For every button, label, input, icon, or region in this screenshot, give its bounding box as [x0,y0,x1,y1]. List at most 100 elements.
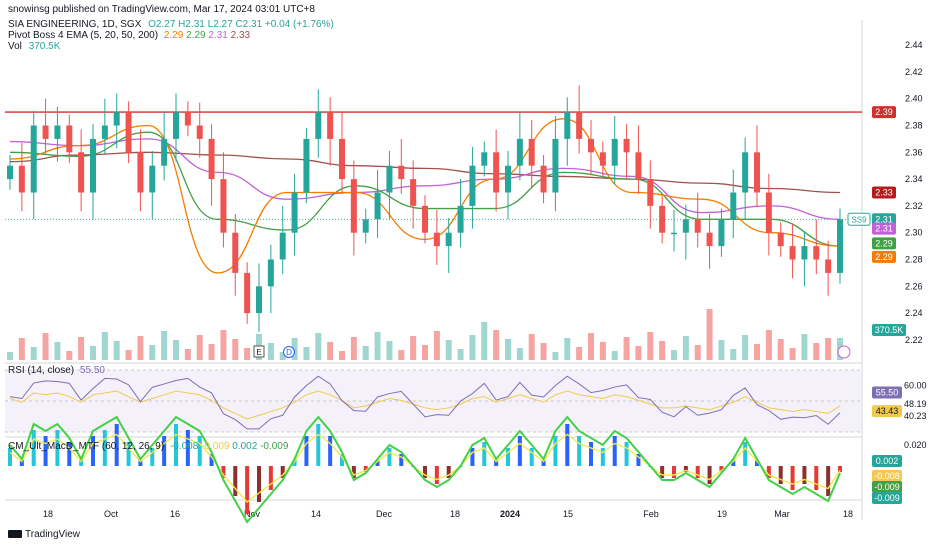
macd-histogram-bar [43,436,48,466]
volume-bar [765,330,772,360]
candle [659,195,666,244]
macd-histogram-bar [387,448,392,466]
macd-histogram-bar [304,436,309,466]
candle-body [362,219,369,233]
price-tick: 2.42 [905,67,923,77]
candle [66,114,73,164]
candle [362,208,369,244]
candle-body [611,138,618,166]
candle [730,169,737,239]
ema200-value: 2.33 [230,30,251,41]
macd-histogram-bar [375,460,380,466]
macd-histogram-bar [102,430,107,466]
candle-body [813,246,820,260]
candle [422,195,428,244]
candle [303,128,310,204]
vol-legend: Vol 370.5K [8,41,61,52]
candle-body [469,165,476,206]
volume-bar [445,340,452,360]
candle-body [422,205,428,233]
price-tick: 2.24 [905,308,923,318]
rsi-ma-line [9,390,841,420]
volume-bar [433,331,440,360]
candle [528,120,535,189]
macd-histogram-bar [743,442,748,466]
candle-body [481,152,488,166]
volume-bar [505,339,511,360]
candle [291,173,298,256]
volume-bar [825,338,832,360]
volume-bar [777,339,784,360]
candle-body [7,165,13,180]
volume-bar [813,343,820,360]
volume-bar [493,330,500,360]
volume-bar [528,334,535,360]
ema50-value: 2.31 [208,30,228,41]
macd-value-text: 0.002 [876,456,899,466]
ema5-value: 2.29 [163,30,184,41]
candle [754,125,760,208]
candle-body [635,152,642,180]
rsi-line [9,375,841,430]
volume-bar [173,340,179,360]
candle-body [196,125,203,139]
candle [42,98,49,154]
tradingview-logo[interactable]: TradingView [8,529,80,540]
macd-histogram-bar [541,460,546,466]
volume-bar [244,348,251,360]
earnings-marker [253,345,265,358]
candle [718,208,725,257]
macd-histogram-bar [434,466,439,484]
candle [30,110,37,220]
candle [635,125,642,194]
candle [433,209,440,265]
rsi-value: 55.50 [79,365,105,376]
candle [386,150,393,220]
volume-bar [422,345,428,360]
candle [113,93,120,149]
macd-histogram-bar [257,466,261,502]
candle [789,223,796,279]
candle [374,169,381,239]
volume-bar [137,336,144,360]
candle-body [777,232,784,247]
candle [813,219,820,275]
macd-value-label [872,481,902,493]
volume-bar [66,351,73,360]
ema20-line [9,131,841,247]
candle [267,244,274,314]
volume-bar [576,347,583,360]
macd-histogram-bar [114,424,119,466]
published-line: snowinsg published on TradingView.com, M… [8,4,315,15]
macd-histogram-bar [126,442,131,466]
macd-histogram-bar [695,466,700,478]
time-tick: 18 [450,509,460,519]
macd-histogram-bar [565,424,570,466]
candle [315,89,322,158]
macd-histogram-bar [328,436,333,466]
macd-histogram-bar [529,448,534,466]
macd-histogram-bar [731,460,736,466]
ohlc-values: O2.27 H2.31 L2.27 C2.31 +0.04 (+1.76%) [148,19,334,30]
candle-body [718,219,725,247]
price-tick: 2.30 [905,228,923,238]
candle-body [327,112,334,139]
candle-body [149,165,156,193]
macd-value-text: -0.009 [874,493,900,503]
volume-bar [30,347,37,360]
candle [801,231,808,287]
volume-bar [208,344,215,360]
price-label-text: 2.31 [875,224,893,234]
price-label [872,222,896,235]
macd-histogram-bar [790,466,795,490]
volume-bar [339,351,345,360]
candle-body [184,112,191,126]
time-tick: 16 [170,509,180,519]
macd-histogram-bar [838,466,842,472]
candle [173,93,179,162]
rsi-ma-label [872,405,902,418]
candle [244,262,251,324]
time-tick: 18 [43,509,53,519]
volume-bar [540,343,547,360]
